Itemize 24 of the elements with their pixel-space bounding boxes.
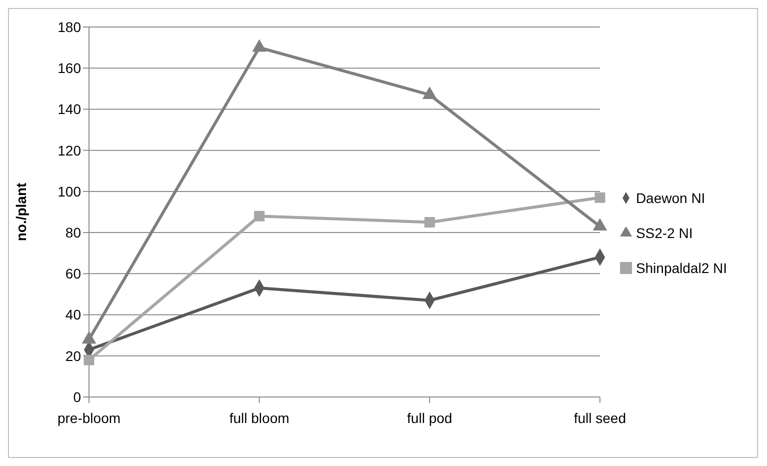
x-tick-label: full bloom [229,410,290,426]
point [424,217,435,228]
x-tick-label: full pod [407,410,452,426]
y-axis-title: no./plant [12,182,29,242]
point [594,192,606,203]
y-tick-label: 140 [58,101,82,118]
point [254,210,265,222]
y-tick-label: 180 [58,18,82,35]
legend-label: SS2-2 NI [636,224,693,240]
y-tick-label: 20 [65,348,82,364]
legend-label: Shinpaldal2 NI [636,260,727,276]
point [422,86,437,99]
y-tick-label: 40 [65,306,82,323]
legend-label: Daewon NI [636,190,706,206]
x-tick-label: full seed [574,410,626,426]
y-tick-label: 80 [65,224,82,241]
y-tick-label: 60 [65,266,82,282]
y-tick-label: 120 [58,142,82,158]
point [252,39,267,52]
x-tick-label: pre-bloom [57,410,121,426]
point [592,218,608,231]
y-tick-label: 100 [58,183,82,200]
y-tick-label: 0 [73,388,82,405]
y-tick-label: 160 [58,60,82,76]
